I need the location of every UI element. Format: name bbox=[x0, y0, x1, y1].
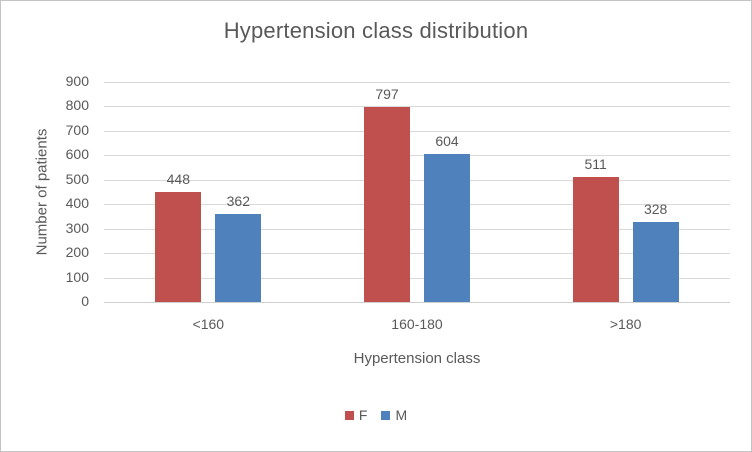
data-label: 797 bbox=[375, 86, 399, 103]
data-label: 328 bbox=[643, 200, 668, 217]
data-label: 448 bbox=[166, 171, 190, 188]
legend-swatch-icon bbox=[344, 410, 354, 420]
bar-M-<160 bbox=[215, 213, 262, 302]
legend-item-M: M bbox=[381, 407, 407, 423]
y-tick-label: 0 bbox=[81, 293, 89, 309]
x-tick-label: <160 bbox=[192, 316, 225, 332]
bar-F-<160 bbox=[155, 192, 202, 302]
data-label: 604 bbox=[435, 133, 459, 150]
legend-label: F bbox=[358, 407, 368, 423]
gridline bbox=[104, 277, 730, 279]
gridline bbox=[104, 82, 730, 83]
gridline bbox=[104, 130, 730, 132]
gridline bbox=[104, 155, 730, 157]
bar-F->180 bbox=[572, 177, 619, 302]
gridline bbox=[104, 253, 730, 255]
legend-item-F: F bbox=[344, 407, 368, 423]
bar-M-160-180 bbox=[424, 154, 470, 302]
x-tick-label: >180 bbox=[609, 316, 642, 332]
gridline bbox=[104, 179, 730, 181]
chart-title: Hypertension class distribution bbox=[223, 18, 529, 43]
bar-M->180 bbox=[632, 221, 679, 302]
y-tick-label: 100 bbox=[65, 268, 89, 285]
y-tick-label: 900 bbox=[65, 73, 89, 89]
x-tick-label: 160-180 bbox=[391, 316, 443, 332]
bar-F-160-180 bbox=[364, 107, 410, 302]
data-label: 362 bbox=[226, 192, 250, 209]
data-label: 511 bbox=[584, 156, 607, 173]
gridline bbox=[104, 106, 730, 108]
gridline bbox=[104, 204, 730, 206]
y-axis-title: Number of patients bbox=[33, 128, 51, 256]
x-axis-line bbox=[104, 302, 730, 303]
gridline bbox=[104, 228, 730, 230]
legend-label: M bbox=[395, 407, 408, 423]
y-tick-label: 800 bbox=[65, 97, 89, 114]
legend-swatch-icon bbox=[381, 410, 391, 420]
plot-area: 448 362 797 604 511 328 bbox=[104, 82, 730, 303]
x-axis-title: Hypertension class bbox=[353, 350, 481, 367]
